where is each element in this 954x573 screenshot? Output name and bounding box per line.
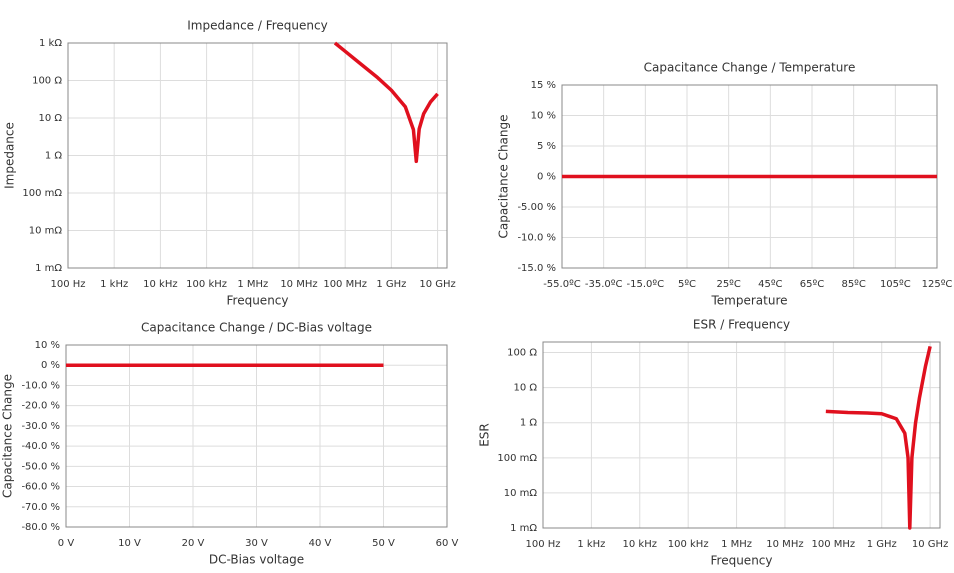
- x-tick-label: 1 GHz: [376, 279, 406, 290]
- x-tick-label: 10 MHz: [766, 539, 803, 550]
- x-tick-label: 45ºC: [758, 279, 782, 290]
- y-tick-label: 1 mΩ: [510, 523, 537, 534]
- y-tick-label: 100 mΩ: [22, 188, 62, 199]
- x-axis-label: Temperature: [710, 294, 787, 308]
- x-tick-label: -15.0ºC: [627, 279, 665, 290]
- series-line: [825, 345, 932, 530]
- x-tick-label: 100 Hz: [525, 539, 560, 550]
- plot-area: [542, 341, 941, 529]
- plot-border: [542, 341, 941, 529]
- x-tick-label: 20 V: [182, 538, 205, 549]
- x-tick-label: 50 V: [372, 538, 395, 549]
- y-tick-label: -40.0 %: [21, 441, 60, 452]
- x-tick-label: 60 V: [436, 538, 459, 549]
- chart-title: ESR / Frequency: [693, 318, 790, 332]
- x-tick-label: 10 V: [118, 538, 141, 549]
- x-tick-label: 100 Hz: [50, 279, 85, 290]
- x-tick-label: 1 kHz: [100, 279, 128, 290]
- chart-title: Capacitance Change / Temperature: [644, 61, 856, 75]
- y-tick-label: 0 %: [41, 360, 60, 371]
- y-tick-label: 10 mΩ: [29, 226, 63, 237]
- y-tick-label: -80.0 %: [21, 522, 60, 533]
- x-tick-label: 85ºC: [841, 279, 865, 290]
- x-tick-label: 10 GHz: [419, 279, 455, 290]
- y-axis-label: ESR: [478, 423, 492, 447]
- x-axis-label: DC-Bias voltage: [209, 553, 304, 567]
- y-tick-label: -15.0 %: [517, 263, 556, 274]
- y-tick-label: 5 %: [537, 141, 556, 152]
- x-axis-label: Frequency: [711, 554, 773, 568]
- y-tick-label: -30.0 %: [21, 421, 60, 432]
- x-tick-label: 100 MHz: [323, 279, 367, 290]
- y-tick-label: -10.0 %: [21, 380, 60, 391]
- x-tick-label: 100 kHz: [668, 539, 709, 550]
- x-tick-label: 10 MHz: [280, 279, 317, 290]
- x-tick-label: -55.0ºC: [543, 279, 581, 290]
- series-line: [333, 41, 439, 164]
- x-tick-label: 0 V: [58, 538, 75, 549]
- y-axis-label: Capacitance Change: [1, 374, 15, 498]
- y-tick-label: -20.0 %: [21, 401, 60, 412]
- x-tick-label: 10 kHz: [623, 539, 657, 550]
- y-tick-label: 1 Ω: [520, 418, 538, 429]
- y-tick-label: 1 Ω: [45, 151, 63, 162]
- x-tick-label: 10 GHz: [912, 539, 948, 550]
- y-tick-label: -70.0 %: [21, 502, 60, 513]
- y-tick-label: 0 %: [537, 172, 556, 183]
- y-tick-label: 100 Ω: [507, 348, 537, 359]
- y-tick-label: -5.00 %: [517, 202, 556, 213]
- x-tick-label: 40 V: [309, 538, 332, 549]
- x-tick-label: 30 V: [245, 538, 268, 549]
- x-tick-label: 65ºC: [800, 279, 824, 290]
- x-tick-label: 5ºC: [678, 279, 696, 290]
- x-tick-label: 25ºC: [716, 279, 740, 290]
- x-tick-label: 100 MHz: [812, 539, 856, 550]
- y-tick-label: 15 %: [531, 80, 556, 91]
- y-tick-label: 10 %: [531, 111, 556, 122]
- y-axis-label: Capacitance Change: [497, 114, 511, 238]
- plot-border: [65, 344, 448, 528]
- y-tick-label: 10 Ω: [38, 113, 62, 124]
- x-tick-label: -35.0ºC: [585, 279, 623, 290]
- x-tick-label: 1 GHz: [867, 539, 897, 550]
- chart-title: Capacitance Change / DC-Bias voltage: [141, 321, 372, 335]
- y-tick-label: -50.0 %: [21, 461, 60, 472]
- x-tick-label: 100 kHz: [186, 279, 227, 290]
- x-tick-label: 125ºC: [922, 279, 953, 290]
- x-tick-label: 10 kHz: [143, 279, 177, 290]
- y-tick-label: 10 %: [35, 340, 60, 351]
- y-tick-label: -60.0 %: [21, 482, 60, 493]
- y-tick-label: 100 Ω: [32, 76, 62, 87]
- y-tick-label: 1 mΩ: [35, 263, 62, 274]
- y-tick-label: -10.0 %: [517, 233, 556, 244]
- chart-title: Impedance / Frequency: [187, 19, 327, 33]
- x-tick-label: 1 MHz: [721, 539, 752, 550]
- x-tick-label: 1 MHz: [237, 279, 268, 290]
- y-axis-label: Impedance: [3, 122, 17, 189]
- x-tick-label: 1 kHz: [577, 539, 605, 550]
- y-tick-label: 1 kΩ: [39, 38, 62, 49]
- y-tick-label: 10 Ω: [513, 383, 537, 394]
- x-tick-label: 105ºC: [880, 279, 911, 290]
- x-axis-label: Frequency: [227, 294, 289, 308]
- y-tick-label: 100 mΩ: [497, 453, 537, 464]
- y-tick-label: 10 mΩ: [504, 488, 538, 499]
- plot-border: [67, 42, 448, 269]
